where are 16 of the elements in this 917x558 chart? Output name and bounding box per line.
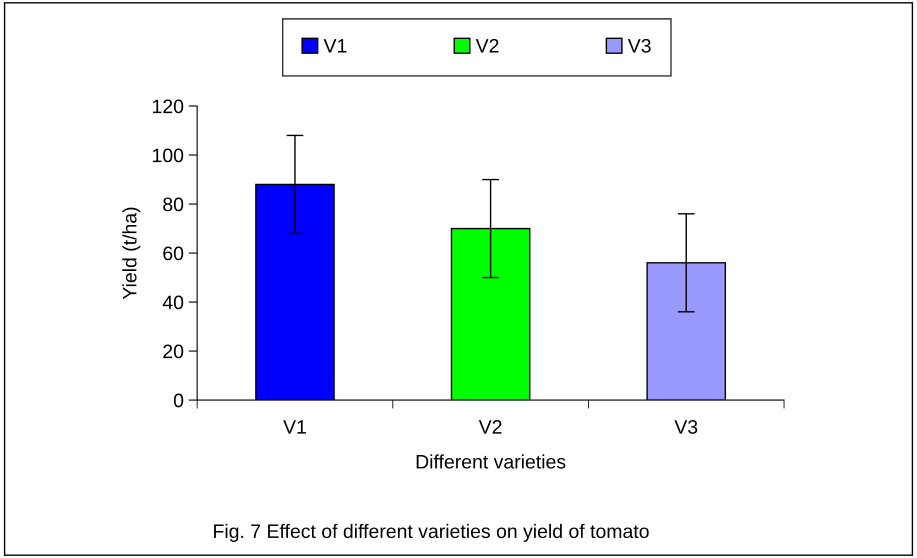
legend-label: V2 [476,38,498,53]
y-tick-label: 40 [162,296,184,310]
y-axis-title: Yield (t/ha) [122,208,140,300]
y-tick-label: 0 [174,394,184,408]
y-tick-label: 20 [163,344,184,358]
x-axis-title: Different varieties [416,454,566,469]
x-tick-label: V2 [478,420,502,434]
y-tick-label: 120 [153,99,184,114]
legend-label: V3 [628,38,651,53]
x-tick-label: V1 [283,420,306,434]
y-tick-label: 60 [163,246,184,260]
x-tick-label: V3 [674,420,698,434]
y-tick-label: 80 [163,198,184,212]
legend-label: V1 [324,39,346,53]
caption: Fig. 7 Effect of different varieties on yield of tomato [214,524,649,542]
y-tick-label: 100 [153,148,184,162]
